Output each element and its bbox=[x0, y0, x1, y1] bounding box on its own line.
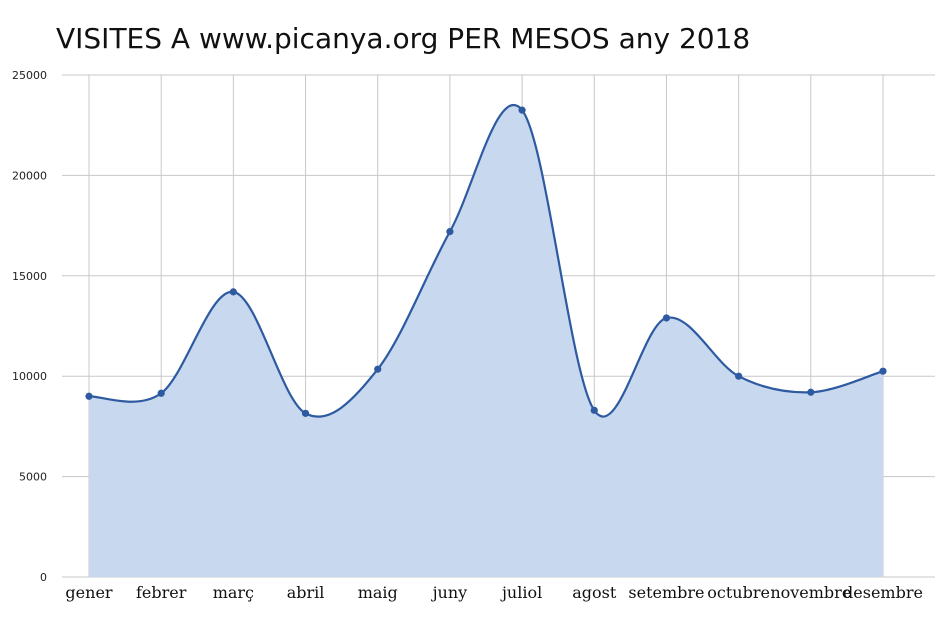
data-point-abril bbox=[301, 409, 310, 417]
x-tick-label: abril bbox=[287, 583, 325, 602]
x-tick-label: agost bbox=[572, 583, 617, 602]
y-tick-label: 0 bbox=[40, 571, 47, 584]
x-tick-label: setembre bbox=[628, 583, 704, 602]
x-tick-label: gener bbox=[65, 583, 112, 602]
data-point-novembre bbox=[807, 388, 815, 396]
data-point-desembre bbox=[879, 367, 887, 375]
data-point-juliol bbox=[518, 106, 526, 114]
data-point-octubre bbox=[735, 372, 743, 380]
data-point-juny bbox=[446, 228, 454, 236]
series-area bbox=[89, 105, 883, 578]
y-tick-label: 5000 bbox=[19, 471, 47, 484]
x-tick-label: novembre bbox=[770, 583, 851, 602]
x-tick-label: octubre bbox=[707, 583, 770, 602]
y-tick-label: 20000 bbox=[12, 169, 47, 182]
y-tick-label: 25000 bbox=[12, 69, 47, 82]
data-point-març bbox=[229, 288, 237, 296]
y-tick-label: 10000 bbox=[12, 370, 47, 383]
data-point-febrer bbox=[157, 389, 165, 397]
data-point-agost bbox=[590, 406, 598, 414]
x-tick-label: juliol bbox=[500, 583, 542, 602]
x-tick-label: març bbox=[213, 583, 254, 602]
data-point-gener bbox=[85, 392, 93, 400]
x-tick-label: maig bbox=[358, 583, 398, 602]
data-point-setembre bbox=[662, 314, 671, 322]
x-tick-label: juny bbox=[431, 583, 468, 602]
chart-title: VISITES A www.picanya.org PER MESOS any … bbox=[56, 22, 751, 55]
x-tick-label: febrer bbox=[136, 583, 187, 602]
x-tick-label: desembre bbox=[843, 583, 923, 602]
y-tick-label: 15000 bbox=[12, 270, 47, 283]
data-point-maig bbox=[374, 365, 382, 373]
